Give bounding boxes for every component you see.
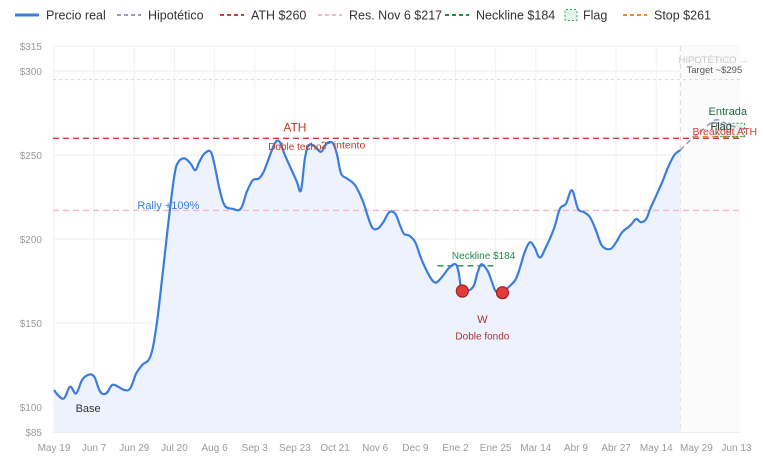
x-tick-label-16: May 29: [680, 443, 713, 454]
annotation-10: Entrada: [709, 106, 748, 118]
x-tick-label-8: Nov 6: [362, 443, 389, 454]
x-tick-label-11: Ene 25: [480, 443, 512, 454]
flag-box: [715, 122, 746, 138]
legend-label-6: Stop $261: [654, 9, 711, 23]
legend-label-5: Flag: [583, 9, 607, 23]
x-tick-label-2: Jun 29: [119, 443, 149, 454]
x-tick-label-12: Mar 14: [520, 443, 552, 454]
y-tick-label-2: $150: [20, 319, 43, 330]
annotation-11: Flag: [711, 121, 732, 133]
annotation-8: HIPOTÉTICO →: [678, 55, 748, 66]
double-bottom-markers: [455, 284, 510, 300]
annotation-4: Neckline $184: [452, 251, 516, 262]
legend-item-6: Stop $261: [623, 9, 711, 23]
hypothetical-region: [680, 46, 740, 432]
price-area-layer: [54, 140, 681, 432]
series-layer: [53, 118, 745, 400]
y-tick-label-4: $250: [20, 151, 43, 162]
annotation-1: Doble techo: [268, 142, 322, 153]
legend-label-4: Neckline $184: [476, 9, 555, 23]
y-tick-label-3: $200: [20, 235, 43, 246]
x-tick-label-3: Jul 20: [161, 443, 188, 454]
legend-label-2: ATH $260: [251, 9, 306, 23]
double-bottom-marker-0: [455, 284, 469, 298]
x-tick-label-1: Jun 7: [82, 443, 107, 454]
legend-item-5: Flag: [564, 9, 607, 23]
x-tick-label-9: Dec 9: [402, 443, 429, 454]
annotation-3: Rally +109%: [137, 200, 199, 212]
y-axis: $85 $100 $150 $200 $250 $300 $315: [20, 42, 43, 439]
annotation-2: 2° intento: [321, 139, 366, 151]
legend-item-4: Neckline $184: [445, 9, 555, 23]
legend-swatch-5: [564, 9, 578, 21]
series-line-hipotetico: [679, 118, 745, 151]
series-line-precio-real: [53, 139, 682, 400]
legend-label-1: Hipotético: [148, 9, 204, 23]
annotation-7: Base: [76, 403, 101, 415]
x-tick-label-15: May 14: [640, 443, 673, 454]
x-tick-label-10: Ene 2: [442, 443, 469, 454]
annotation-5: W: [477, 314, 488, 326]
price-area-fill: [54, 140, 681, 432]
x-tick-label-17: Jun 13: [722, 443, 752, 454]
legend-item-1: Hipotético: [117, 9, 204, 23]
x-tick-label-5: Sep 3: [242, 443, 269, 454]
x-tick-label-7: Oct 21: [320, 443, 350, 454]
annotation-12: Breakout ATH: [693, 126, 758, 138]
chart-legend: Precio real Hipotético ATH $260 Res. Nov 6 …: [15, 9, 711, 23]
annotation-9: Target ~$295: [687, 65, 743, 76]
x-tick-label-14: Abr 27: [601, 443, 631, 454]
legend-item-0: Precio real: [15, 9, 106, 23]
chart-annotations: ATH Doble techo 2° intento Rally +109% Neckl…: [76, 55, 758, 415]
legend-item-3: Res. Nov 6 $217: [318, 9, 442, 23]
y-tick-label-0: $85: [25, 428, 42, 439]
x-tick-label-6: Sep 23: [279, 443, 311, 454]
y-tick-label-5: $300: [20, 67, 43, 78]
x-tick-label-13: Abr 9: [564, 443, 588, 454]
annotation-6: Doble fondo: [455, 332, 509, 343]
x-axis: May 19 Jun 7 Jun 29 Jul 20 Aug 6 Sep 3 Sep 23 O…: [38, 443, 752, 454]
y-tick-label-6: $315: [20, 42, 43, 53]
annotation-0: ATH: [283, 121, 306, 135]
legend-label-0: Precio real: [46, 9, 106, 23]
x-tick-label-4: Aug 6: [202, 443, 229, 454]
reference-lines: [53, 79, 746, 267]
double-bottom-marker-1: [495, 286, 510, 300]
legend-label-3: Res. Nov 6 $217: [349, 9, 442, 23]
y-tick-label-1: $100: [20, 403, 43, 414]
x-tick-label-0: May 19: [38, 443, 71, 454]
legend-item-2: ATH $260: [220, 9, 306, 23]
